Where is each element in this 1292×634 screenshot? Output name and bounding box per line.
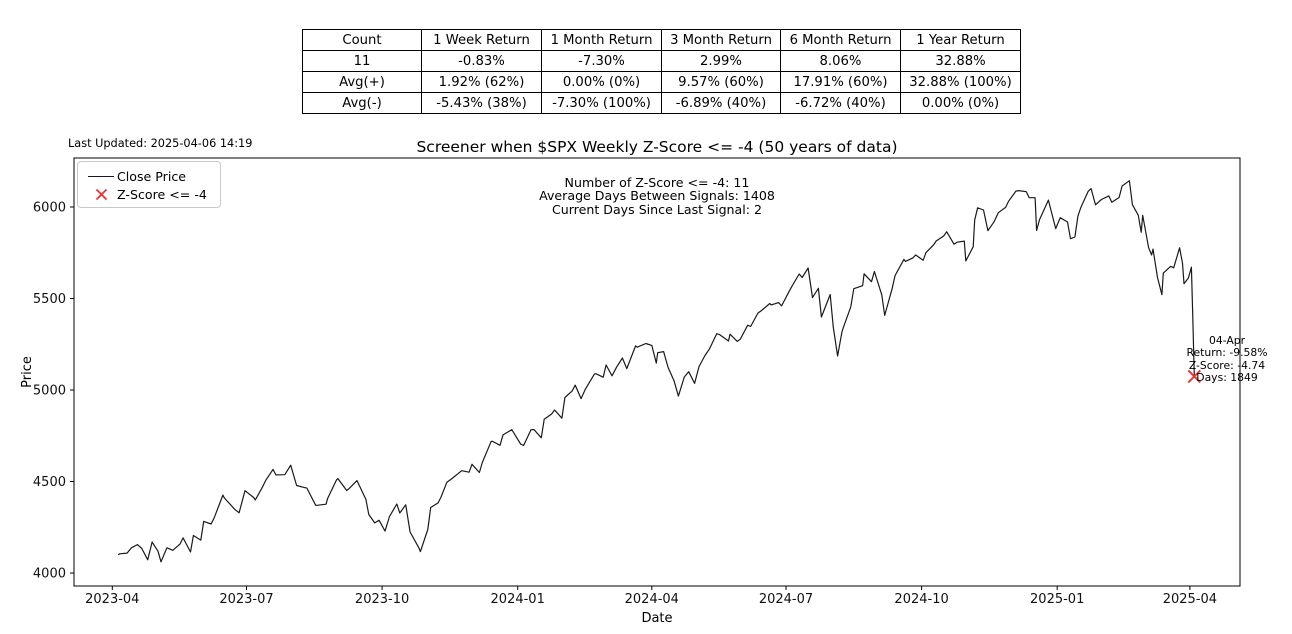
signal-annotation-line: Return: -9.58% xyxy=(1186,346,1268,360)
svg-text:5000: 5000 xyxy=(33,384,66,399)
legend-label: Close Price xyxy=(117,168,187,184)
table-header-row: Count 1 Week Return 1 Month Return 3 Mon… xyxy=(302,29,1021,51)
svg-text:2025-04: 2025-04 xyxy=(1163,592,1217,607)
col-header-1y: 1 Year Return xyxy=(900,29,1021,51)
svg-text:5500: 5500 xyxy=(33,292,66,307)
cell-avg-neg-1w: -5.43% (38%) xyxy=(421,92,542,114)
svg-text:2023-04: 2023-04 xyxy=(85,592,139,607)
stats-annotation-line: Average Days Between Signals: 1408 xyxy=(539,188,775,204)
col-header-6m: 6 Month Return xyxy=(780,29,901,51)
svg-text:4000: 4000 xyxy=(33,567,66,582)
legend-label: Z-Score <= -4 xyxy=(117,186,207,202)
svg-text:2023-07: 2023-07 xyxy=(219,592,273,607)
svg-text:2025-01: 2025-01 xyxy=(1030,592,1084,607)
cell-avg-pos-6m: 17.91% (60%) xyxy=(780,71,901,93)
cell-avg-neg-1y: 0.00% (0%) xyxy=(900,92,1021,114)
x-axis-label: Date xyxy=(641,611,673,626)
cell-avg-pos-1m: 0.00% (0%) xyxy=(541,71,662,93)
y-axis-label: Price xyxy=(20,356,35,388)
svg-text:2024-07: 2024-07 xyxy=(759,592,813,607)
stats-annotation-line: Current Days Since Last Signal: 2 xyxy=(551,201,763,217)
cell-avg-neg-label: Avg(-) xyxy=(302,92,422,114)
legend-entry-close-price: Close Price xyxy=(85,167,213,185)
cell-avg-pos-1w: 1.92% (62%) xyxy=(421,71,542,93)
svg-text:2024-01: 2024-01 xyxy=(491,592,545,607)
last-updated-text: Last Updated: 2025-04-06 14:19 xyxy=(68,137,253,150)
table-row: Avg(+) 1.92% (62%) 0.00% (0%) 9.57% (60%… xyxy=(302,71,1021,93)
cell-avg-neg-3m: -6.89% (40%) xyxy=(661,92,781,114)
svg-text:4500: 4500 xyxy=(33,475,66,490)
stats-annotation-line: Number of Z-Score <= -4: 11 xyxy=(564,175,750,190)
svg-text:2024-10: 2024-10 xyxy=(894,592,948,607)
signal-annotation-line: Z-Score: -4.74 xyxy=(1188,358,1266,372)
x-marker-icon xyxy=(85,188,117,201)
svg-text:2023-10: 2023-10 xyxy=(355,592,409,607)
signal-annotation-line: 04-Apr xyxy=(1208,334,1246,347)
legend-entry-zscore: Z-Score <= -4 xyxy=(85,185,213,203)
chart-title: Screener when $SPX Weekly Z-Score <= -4 … xyxy=(416,138,898,156)
cell-avg-pos-1y: 32.88% (100%) xyxy=(900,71,1021,93)
returns-stats-table: Count 1 Week Return 1 Month Return 3 Mon… xyxy=(302,29,1021,114)
signal-annotation: 04-Apr Return: -9.58% Z-Score: -4.74 Day… xyxy=(1186,334,1268,384)
legend: Close Price Z-Score <= -4 xyxy=(77,161,221,208)
table-row: Avg(-) -5.43% (38%) -7.30% (100%) -6.89%… xyxy=(302,92,1021,114)
line-swatch-icon xyxy=(85,175,117,177)
cell-avg-neg-1m: -7.30% (100%) xyxy=(541,92,662,114)
stats-annotation: Number of Z-Score <= -4: 11 Average Days… xyxy=(74,175,1240,217)
svg-text:2024-04: 2024-04 xyxy=(625,592,679,607)
svg-text:6000: 6000 xyxy=(33,201,66,216)
cell-avg-pos-label: Avg(+) xyxy=(302,71,422,93)
signal-annotation-line: Days: 1849 xyxy=(1196,370,1258,384)
cell-avg-pos-3m: 9.57% (60%) xyxy=(661,71,781,93)
